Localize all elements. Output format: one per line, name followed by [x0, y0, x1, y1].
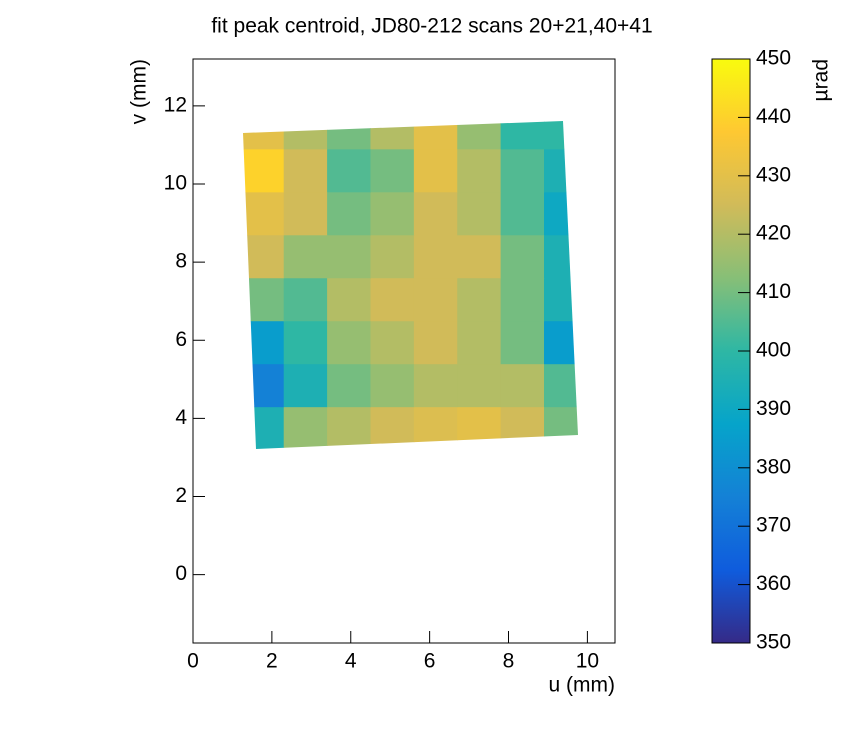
colorbar-label: µrad — [810, 59, 833, 101]
heat-cell — [457, 320, 502, 365]
colorbar-tick-label: 430 — [756, 163, 791, 186]
heat-cell — [243, 191, 285, 236]
heat-cell — [327, 406, 371, 449]
heat-cell — [370, 363, 415, 408]
heat-cell — [243, 363, 285, 408]
heat-cell — [457, 234, 502, 279]
colorbar-tick-label: 350 — [756, 631, 791, 654]
colorbar-tick-label: 410 — [756, 280, 791, 303]
heat-cell — [500, 277, 545, 322]
heat-cell — [327, 277, 371, 322]
heat-cell — [283, 363, 328, 408]
heat-cell — [500, 191, 545, 236]
heat-cell — [500, 320, 545, 365]
heat-cell — [413, 148, 458, 193]
colorbar-tick-label: 360 — [756, 572, 791, 595]
colorbar-tick-label: 390 — [756, 397, 791, 420]
heat-cell — [413, 234, 458, 279]
heat-cell — [327, 191, 371, 236]
heat-cell — [283, 406, 328, 449]
y-axis-label: v (mm) — [128, 59, 151, 124]
heat-cell — [327, 320, 371, 365]
heat-cell — [457, 191, 502, 236]
heat-cell — [544, 363, 578, 408]
heat-cell — [370, 148, 415, 193]
heat-cell — [457, 406, 502, 449]
x-tick-label: 2 — [266, 650, 278, 673]
heat-cell — [544, 234, 578, 279]
y-tick-label: 8 — [175, 250, 187, 273]
heat-cell — [413, 121, 458, 150]
heat-cell — [544, 121, 578, 150]
y-tick-label: 0 — [175, 562, 187, 585]
heat-cell — [413, 363, 458, 408]
colorbar-tick-label: 440 — [756, 105, 791, 128]
colorbar-tick-label: 420 — [756, 222, 791, 245]
heat-cell — [243, 121, 285, 150]
heat-cell — [283, 320, 328, 365]
heat-cell — [327, 234, 371, 279]
x-tick-label: 0 — [187, 650, 199, 673]
heat-cell — [370, 320, 415, 365]
heat-cell — [457, 148, 502, 193]
heat-cell — [544, 320, 578, 365]
heat-cell — [413, 277, 458, 322]
heat-cell — [413, 191, 458, 236]
y-tick-label: 6 — [175, 328, 187, 351]
plot-frame — [192, 58, 616, 644]
heat-cell — [500, 234, 545, 279]
heat-cell — [283, 121, 328, 150]
heat-cell — [283, 234, 328, 279]
x-tick-label: 6 — [424, 650, 436, 673]
heat-cell — [544, 406, 578, 449]
x-axis-label: u (mm) — [549, 674, 616, 697]
heat-cell — [457, 363, 502, 408]
heat-cell — [500, 363, 545, 408]
heat-cell — [243, 148, 285, 193]
heat-cell — [457, 277, 502, 322]
heat-cell — [243, 406, 285, 449]
y-tick-label: 12 — [164, 93, 187, 116]
heat-cell — [327, 148, 371, 193]
heat-cell — [544, 277, 578, 322]
colorbar-tick-label: 380 — [756, 455, 791, 478]
heat-cell — [370, 406, 415, 449]
colorbar-tick-label: 370 — [756, 514, 791, 537]
heat-cell — [243, 234, 285, 279]
heat-cell — [283, 191, 328, 236]
colorbar-tick-label: 450 — [756, 47, 791, 70]
heat-cell — [243, 277, 285, 322]
heat-cell — [370, 121, 415, 150]
x-tick-label: 8 — [503, 650, 515, 673]
y-tick-label: 4 — [175, 406, 187, 429]
y-tick-label: 10 — [164, 172, 187, 195]
heat-cell — [457, 121, 502, 150]
y-tick-label: 2 — [175, 484, 187, 507]
heat-cell — [500, 406, 545, 449]
chart-title: fit peak centroid, JD80-212 scans 20+21,… — [211, 15, 652, 38]
heatmap — [243, 121, 578, 449]
x-tick-label: 10 — [576, 650, 599, 673]
heat-cell — [370, 191, 415, 236]
heat-cell — [370, 234, 415, 279]
x-tick-label: 4 — [345, 650, 357, 673]
heat-cell — [283, 277, 328, 322]
heat-cell — [500, 121, 545, 150]
heat-cell — [283, 148, 328, 193]
heat-cell — [327, 363, 371, 408]
heat-cell — [500, 148, 545, 193]
heat-cell — [413, 406, 458, 449]
heat-cell — [413, 320, 458, 365]
heat-cell — [544, 148, 578, 193]
heat-cell — [243, 320, 285, 365]
heat-cell — [544, 191, 578, 236]
heat-cell — [327, 121, 371, 150]
colorbar-tick-label: 400 — [756, 339, 791, 362]
heat-cell — [370, 277, 415, 322]
